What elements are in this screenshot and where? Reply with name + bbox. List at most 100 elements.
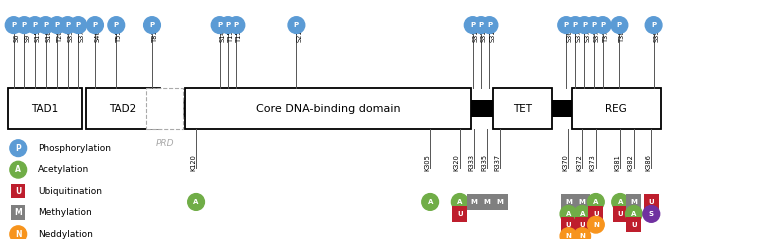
Text: S376: S376 (584, 25, 591, 42)
Text: K305: K305 (424, 154, 430, 171)
Ellipse shape (288, 17, 305, 33)
FancyBboxPatch shape (626, 194, 641, 210)
Text: S215: S215 (296, 25, 302, 42)
Text: P: P (234, 22, 239, 28)
Ellipse shape (625, 206, 642, 222)
Ellipse shape (70, 17, 87, 33)
Ellipse shape (10, 140, 27, 157)
Text: M: M (630, 199, 638, 205)
Ellipse shape (87, 17, 103, 33)
FancyBboxPatch shape (11, 184, 25, 198)
Text: Core DNA-binding domain: Core DNA-binding domain (255, 104, 401, 114)
Ellipse shape (587, 216, 604, 233)
FancyBboxPatch shape (561, 194, 576, 210)
Text: S15: S15 (35, 29, 41, 42)
Text: Neddylation: Neddylation (38, 230, 93, 239)
Text: T55: T55 (116, 29, 122, 42)
FancyBboxPatch shape (480, 194, 495, 210)
Text: P: P (479, 22, 483, 28)
Text: S366: S366 (566, 25, 572, 42)
Text: K370: K370 (562, 154, 568, 171)
Ellipse shape (611, 17, 628, 33)
Text: TAD2: TAD2 (109, 104, 137, 114)
Ellipse shape (16, 17, 33, 33)
Ellipse shape (27, 17, 43, 33)
Text: N: N (579, 233, 585, 239)
FancyBboxPatch shape (575, 194, 590, 210)
Ellipse shape (576, 17, 593, 33)
Text: K320: K320 (454, 154, 460, 171)
FancyBboxPatch shape (626, 217, 641, 232)
FancyBboxPatch shape (8, 88, 82, 129)
FancyBboxPatch shape (160, 100, 185, 117)
Text: M: M (496, 199, 504, 205)
Text: A: A (617, 199, 623, 205)
Text: N: N (15, 230, 21, 239)
Text: P: P (617, 22, 622, 28)
FancyBboxPatch shape (471, 100, 493, 117)
Text: A: A (193, 199, 199, 205)
Text: R333: R333 (468, 154, 474, 171)
Text: S371: S371 (575, 25, 581, 42)
Text: S377: S377 (594, 25, 600, 42)
Text: TAD1: TAD1 (31, 104, 59, 114)
Text: P: P (33, 22, 37, 28)
Text: P: P (11, 22, 16, 28)
Text: P: P (93, 22, 97, 28)
FancyBboxPatch shape (493, 88, 552, 129)
Text: U: U (457, 211, 463, 217)
Text: T155: T155 (236, 25, 242, 42)
Text: S37: S37 (78, 29, 84, 42)
Text: U: U (631, 222, 637, 228)
Text: K120: K120 (190, 154, 196, 171)
Text: S6: S6 (14, 33, 20, 42)
Text: A: A (579, 211, 585, 217)
Text: P: P (55, 22, 59, 28)
Text: S315: S315 (489, 25, 496, 42)
Ellipse shape (10, 161, 27, 178)
Text: P: P (651, 22, 656, 28)
Text: M: M (14, 208, 22, 217)
Text: M: M (578, 199, 586, 205)
FancyBboxPatch shape (575, 217, 590, 232)
Text: P: P (76, 22, 81, 28)
Text: P: P (573, 22, 578, 28)
FancyBboxPatch shape (561, 217, 576, 232)
Ellipse shape (59, 17, 76, 33)
Text: T81: T81 (152, 29, 158, 42)
Ellipse shape (10, 226, 27, 239)
Text: T387: T387 (619, 25, 625, 42)
Text: S149: S149 (220, 25, 226, 42)
Text: T150: T150 (228, 25, 234, 42)
Text: P: P (65, 22, 70, 28)
Text: S46: S46 (95, 29, 101, 42)
Text: P: P (43, 22, 48, 28)
Text: K381: K381 (614, 154, 620, 171)
Ellipse shape (211, 17, 228, 33)
Ellipse shape (49, 17, 65, 33)
FancyBboxPatch shape (185, 88, 471, 129)
Text: K382: K382 (628, 154, 634, 171)
Text: Ubiquitination: Ubiquitination (38, 187, 102, 196)
Text: R337: R337 (494, 154, 500, 171)
FancyBboxPatch shape (467, 194, 482, 210)
Ellipse shape (643, 206, 660, 222)
Text: P: P (564, 22, 568, 28)
Text: S33: S33 (68, 29, 74, 42)
Text: S313: S313 (473, 25, 479, 42)
Text: K372: K372 (576, 154, 582, 171)
FancyBboxPatch shape (644, 194, 659, 210)
Text: P: P (226, 22, 230, 28)
Text: U: U (565, 222, 572, 228)
Text: P: P (591, 22, 596, 28)
Text: A: A (427, 199, 433, 205)
Text: M: M (470, 199, 478, 205)
Text: P: P (114, 22, 119, 28)
Text: P: P (15, 144, 21, 153)
Text: N: N (565, 233, 572, 239)
Text: P: P (470, 22, 475, 28)
Text: K386: K386 (645, 154, 651, 171)
Text: A: A (565, 211, 572, 217)
Text: U: U (617, 211, 623, 217)
Ellipse shape (422, 194, 439, 210)
